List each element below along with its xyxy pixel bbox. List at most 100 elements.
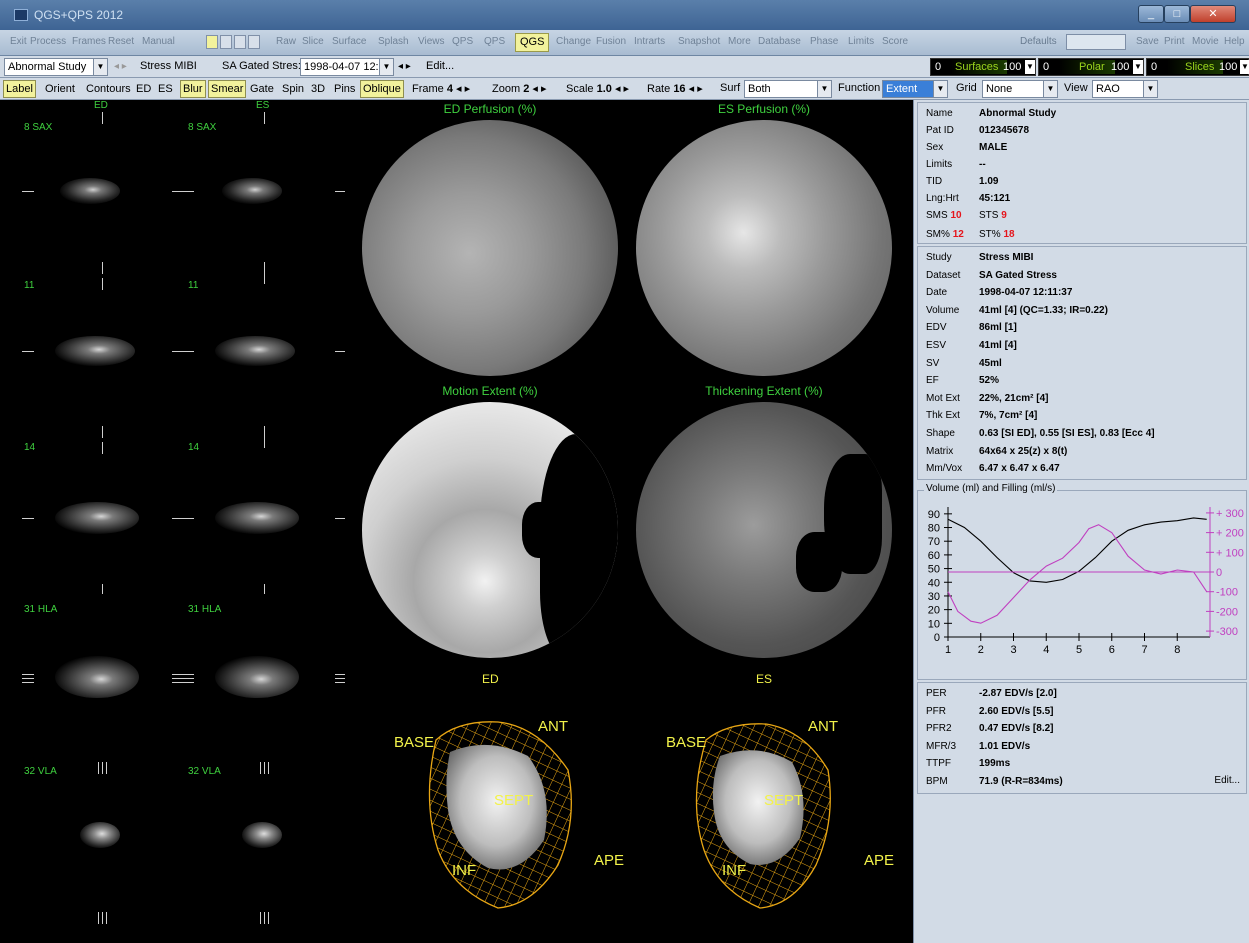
defaults-select[interactable]	[1066, 34, 1126, 50]
menu-change[interactable]: Change	[556, 36, 592, 47]
polar-slider[interactable]: 0 Polar 100 ▼	[1038, 58, 1144, 76]
zoom-label: Zoom	[492, 83, 521, 95]
rate-label: Rate	[647, 83, 671, 95]
slices-slider-min: 0	[1151, 61, 1158, 73]
chevron-down-icon[interactable]: ▼	[379, 59, 393, 75]
frame-control[interactable]: Frame 4 ◂ ▸	[412, 82, 470, 95]
slices-slider-value: 100	[1219, 61, 1238, 73]
scale-label: Scale	[566, 83, 594, 95]
lv-surface-views[interactable]	[358, 700, 913, 943]
chevron-down-icon[interactable]: ▼	[1143, 81, 1157, 97]
menu-help[interactable]: Help	[1224, 36, 1245, 47]
toggle-orient[interactable]: Orient	[45, 83, 75, 95]
toggle-contours[interactable]: Contours	[86, 83, 131, 95]
menu-slice[interactable]: Slice	[302, 36, 324, 47]
toggle-smear[interactable]: Smear	[208, 80, 247, 98]
toggle-oblique[interactable]: Oblique	[360, 80, 404, 98]
study-info-value: 7%, 7cm² [4]	[979, 410, 1038, 422]
prev-study-icon[interactable]: ◂ ▸	[114, 61, 127, 72]
datetime-select[interactable]: 1998-04-07 12: ▼	[300, 58, 394, 76]
menu-exit[interactable]: Exit	[10, 36, 27, 47]
patient-key: Sex	[926, 142, 944, 153]
toggle-es[interactable]: ES	[158, 83, 173, 95]
edit-dataset-button[interactable]: Edit...	[426, 60, 455, 72]
menu-toggle-3[interactable]	[234, 35, 246, 49]
motion-extent-polar-map[interactable]	[362, 402, 618, 658]
patient-key: Lng:Hrt	[926, 193, 959, 204]
filling-value: 1.01 EDV/s	[979, 740, 1031, 752]
menu-limits[interactable]: Limits	[848, 36, 875, 47]
chevron-down-icon[interactable]: ▼	[817, 81, 831, 97]
menu-views[interactable]: Views	[418, 36, 445, 47]
toggle-blur[interactable]: Blur	[180, 80, 206, 98]
view-select[interactable]: RAO ▼	[1092, 80, 1158, 98]
filling-value: 71.9 (R-R=834ms)	[979, 775, 1063, 787]
menu-surface[interactable]: Surface	[332, 36, 367, 47]
menu-snapshot[interactable]: Snapshot	[678, 36, 721, 47]
study-select[interactable]: Abnormal Study ▼	[4, 58, 108, 76]
grid-select[interactable]: None ▼	[982, 80, 1058, 98]
patient-key: TID	[926, 176, 943, 187]
menu-splash[interactable]: Splash	[378, 36, 409, 47]
menu-database[interactable]: Database	[758, 36, 801, 47]
menu-process[interactable]: Process	[30, 36, 67, 47]
study-info-key: Thk Ext	[926, 410, 960, 422]
function-select[interactable]: Extent ▼	[882, 80, 948, 98]
thickening-extent-polar-map[interactable]	[636, 402, 892, 658]
slice-image	[55, 336, 135, 366]
menu-print[interactable]: Print	[1164, 36, 1185, 47]
stepper-arrows-icon[interactable]: ◂ ▸	[532, 83, 547, 95]
toggle-pins[interactable]: Pins	[334, 83, 356, 95]
menu-frames[interactable]: Frames	[72, 36, 106, 47]
maximize-button[interactable]: □	[1164, 5, 1190, 23]
menu-more[interactable]: More	[728, 36, 751, 47]
menu-intrarts[interactable]: Intrarts	[634, 36, 666, 47]
lng-hrt-value: 45:121	[979, 193, 1011, 204]
menu-toggle-2[interactable]	[220, 35, 232, 49]
menu-fusion[interactable]: Fusion	[596, 36, 627, 47]
prev-next-dataset-icon[interactable]: ◂ ▸	[398, 61, 411, 72]
toggle-ed[interactable]: ED	[136, 83, 152, 95]
dataset-value: SA Gated Stres:	[222, 60, 301, 72]
menu-score[interactable]: Score	[882, 36, 909, 47]
chevron-down-icon[interactable]: ▼	[1043, 81, 1057, 97]
surfaces-slider[interactable]: 0 Surfaces 100 ▼	[930, 58, 1036, 76]
slices-slider[interactable]: 0 Slices 100 ▼	[1146, 58, 1249, 76]
zoom-control[interactable]: Zoom 2 ◂ ▸	[492, 82, 546, 95]
menu-phase[interactable]: Phase	[810, 36, 839, 47]
menu-save[interactable]: Save	[1136, 36, 1159, 47]
toggle-label[interactable]: Label	[3, 80, 36, 98]
chevron-down-icon[interactable]: ▼	[933, 81, 947, 97]
stepper-arrows-icon[interactable]: ◂ ▸	[456, 83, 471, 95]
toggle-spin[interactable]: Spin	[282, 83, 305, 95]
stepper-arrows-icon[interactable]: ◂ ▸	[688, 83, 703, 95]
menu-qps-2[interactable]: QPS	[484, 36, 506, 47]
surf-select[interactable]: Both ▼	[744, 80, 832, 98]
menu-toggle-4[interactable]	[248, 35, 260, 49]
minimize-button[interactable]: _	[1138, 5, 1164, 23]
menu-qgs[interactable]: QGS	[515, 33, 550, 52]
ed-ant-label: ANT	[538, 718, 568, 735]
rate-control[interactable]: Rate 16 ◂ ▸	[647, 82, 703, 95]
menu-movie[interactable]: Movie	[1192, 36, 1219, 47]
chevron-down-icon[interactable]: ▼	[1025, 60, 1035, 74]
chevron-down-icon[interactable]: ▼	[1240, 60, 1249, 74]
scale-control[interactable]: Scale 1.0 ◂ ▸	[566, 82, 629, 95]
menu-manual[interactable]: Manual	[142, 36, 175, 47]
es-perfusion-polar-map[interactable]	[636, 120, 892, 376]
edit-results-button[interactable]: Edit...	[1214, 775, 1240, 786]
stepper-arrows-icon[interactable]: ◂ ▸	[614, 83, 630, 95]
menu-reset[interactable]: Reset	[108, 36, 135, 47]
toggle-3d[interactable]: 3D	[311, 83, 326, 95]
menu-raw[interactable]: Raw	[276, 36, 297, 47]
chevron-down-icon[interactable]: ▼	[93, 59, 107, 75]
menu-toggle-1[interactable]	[206, 35, 218, 49]
ed-perfusion-polar-map[interactable]	[362, 120, 618, 376]
close-button[interactable]: ✕	[1190, 5, 1236, 23]
display-toolbar: Label Orient Contours ED ES Blur Smear G…	[0, 78, 1249, 100]
chevron-down-icon[interactable]: ▼	[1133, 60, 1143, 74]
menu-qps[interactable]: QPS	[452, 36, 474, 47]
x-tick-label: 3	[1010, 644, 1016, 656]
toggle-gate[interactable]: Gate	[250, 83, 274, 95]
